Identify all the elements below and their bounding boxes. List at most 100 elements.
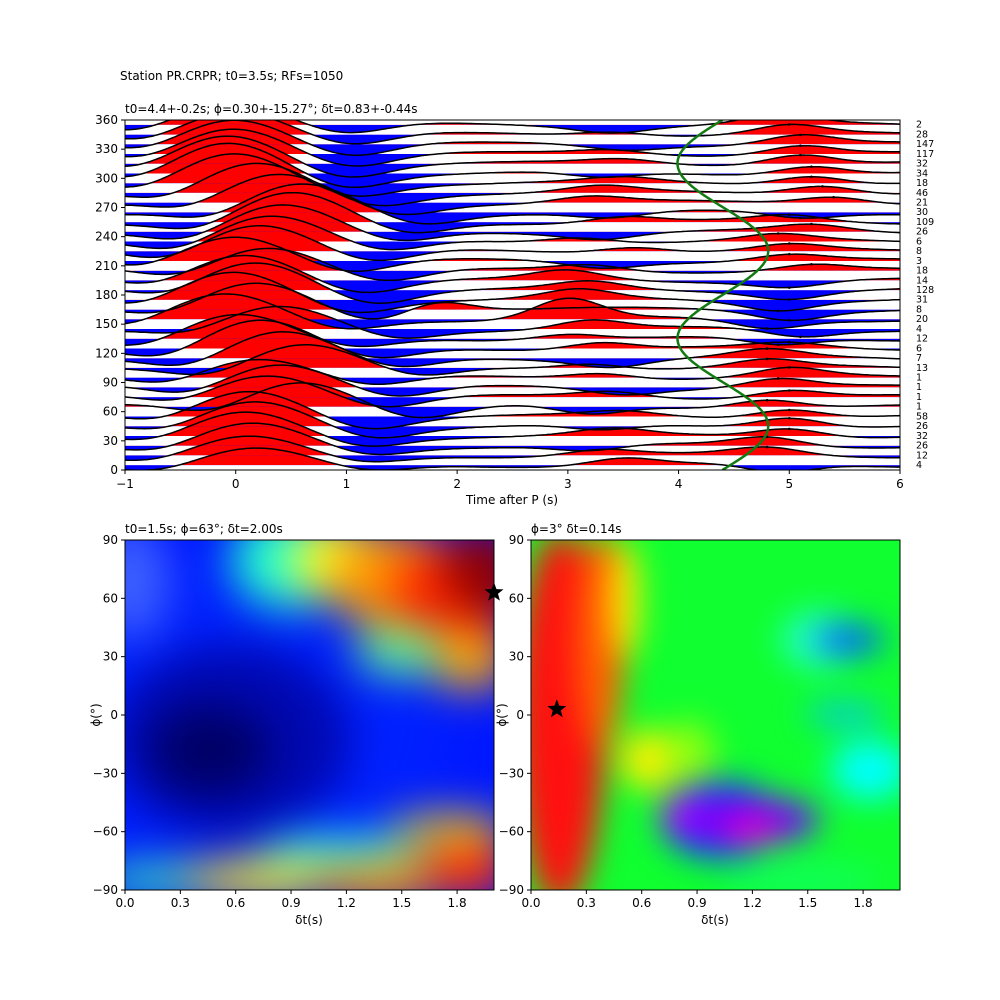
trace-line <box>125 435 900 463</box>
trace-negative-fill <box>125 329 900 339</box>
trace-count: 117 <box>916 149 934 160</box>
trace-line <box>125 344 900 376</box>
trace-negative-fill <box>125 319 900 329</box>
trace-count: 8 <box>916 304 922 315</box>
trace-negative-fill <box>125 280 855 293</box>
x-tick-label: 1.5 <box>392 896 411 910</box>
heatmap-region <box>150 705 270 795</box>
trace-line <box>125 162 900 207</box>
trace-marker <box>788 213 791 216</box>
y-tick-label: −60 <box>499 825 524 839</box>
trace-count: 14 <box>916 275 928 286</box>
y-tick-label: 90 <box>103 533 118 547</box>
trace-marker <box>776 377 780 380</box>
x-tick-label: 0.6 <box>632 896 651 910</box>
top-x-ticks: −1 0 1 2 3 4 5 6 <box>116 470 904 491</box>
heatmap-region <box>610 540 640 660</box>
trace-count: 7 <box>916 353 922 364</box>
x-tick-label: 1.8 <box>448 896 467 910</box>
y-tick-label: 270 <box>95 201 118 215</box>
trace-line <box>125 447 900 470</box>
trace-negative-fill <box>157 406 711 418</box>
trace-line <box>125 120 900 134</box>
x-tick-label: −1 <box>116 477 134 491</box>
trace-marker <box>788 319 791 322</box>
trace-count: 147 <box>916 139 934 150</box>
y-tick-label: 30 <box>103 434 118 448</box>
trace-marker <box>788 408 791 412</box>
trace-count: 30 <box>916 207 928 218</box>
figure-suptitle: Station PR.CRPR; t0=3.5s; RFs=1050 <box>120 69 343 83</box>
trace-count: 18 <box>916 178 928 189</box>
trace-negative-fill <box>125 455 900 462</box>
heatmap-region <box>720 865 880 890</box>
top-panel-subtitle: t0=4.4+-0.2s; ϕ=0.30+-15.27°; δt=0.83+-0… <box>125 102 418 116</box>
trace-marker <box>776 309 780 313</box>
trace-marker <box>810 165 813 168</box>
x-tick-label: 1.8 <box>854 896 873 910</box>
trace-line <box>125 135 900 178</box>
trace-line <box>125 128 900 167</box>
y-tick-label: −60 <box>93 825 118 839</box>
trace-marker <box>788 286 791 289</box>
trace-marker <box>832 195 835 199</box>
trace-line <box>125 262 900 304</box>
heatmap-region <box>720 818 780 842</box>
misfit-map-left: t0=1.5s; ϕ=63°; δt=2.00s 0.0 0.3 0.6 0.9 1.2… <box>89 522 504 927</box>
x-tick-label: 0.6 <box>226 896 245 910</box>
trace-line <box>125 204 900 242</box>
trace-marker <box>788 366 791 369</box>
trace-line <box>125 254 900 294</box>
trace-positive-fill <box>170 283 709 310</box>
trace-marker <box>788 242 791 245</box>
right-y-axis-label: ϕ(°) <box>495 703 509 726</box>
left-map-subtitle: t0=1.5s; ϕ=63°; δt=2.00s <box>125 522 283 536</box>
trace-line <box>125 313 900 348</box>
y-tick-label: −90 <box>499 883 524 897</box>
trace-marker <box>810 222 813 226</box>
trace-marker <box>776 232 780 235</box>
trace-count: 12 <box>916 450 928 461</box>
heatmap-region <box>125 540 170 640</box>
left-heatmap-field <box>125 540 494 890</box>
trace-negative-fill <box>125 338 900 347</box>
left-x-axis-label: δt(s) <box>295 913 323 927</box>
trace-marker <box>765 445 769 449</box>
y-tick-label: 90 <box>103 376 118 390</box>
trace-line <box>125 305 900 339</box>
trace-line <box>125 293 900 330</box>
trace-count: 34 <box>916 168 928 179</box>
trace-negative-fill <box>125 124 900 133</box>
trace-line <box>125 364 900 397</box>
trace-marker <box>765 398 769 402</box>
heatmap-region <box>445 540 494 615</box>
right-best-fit-star <box>547 699 567 718</box>
trace-positive-fill <box>125 294 900 320</box>
trace-count: 2 <box>916 120 922 131</box>
trace-markers <box>765 123 835 449</box>
y-tick-label: 300 <box>95 171 118 185</box>
trace-line <box>125 215 900 251</box>
top-y-ticks: 0 30 60 90 120 150 180 210 240 270 300 330 360 <box>95 113 125 477</box>
trace-line <box>125 358 900 385</box>
x-tick-label: 4 <box>675 477 683 491</box>
trace-count: 1 <box>916 382 922 393</box>
y-tick-label: 30 <box>509 650 524 664</box>
y-tick-label: 90 <box>509 533 524 547</box>
x-tick-label: 0.0 <box>521 896 540 910</box>
trace-marker <box>821 185 824 188</box>
left-ticks: 0.0 0.3 0.6 0.9 1.2 1.5 1.8 −90 −60 −30 0 30 60 90 <box>93 533 467 910</box>
trace-line <box>125 331 900 369</box>
trace-positive-fill <box>125 376 900 398</box>
trace-count: 128 <box>916 285 934 296</box>
trace-positive-fill <box>125 436 900 456</box>
trace-marker <box>788 417 791 420</box>
trace-negative-fill <box>125 367 694 375</box>
x-tick-label: 6 <box>896 477 904 491</box>
trace-marker <box>765 327 769 330</box>
x-tick-label: 1.5 <box>798 896 817 910</box>
trace-line <box>125 401 900 439</box>
trace-count: 20 <box>916 314 928 325</box>
heatmap-region <box>665 720 715 800</box>
trace-positive-fill <box>125 216 900 242</box>
